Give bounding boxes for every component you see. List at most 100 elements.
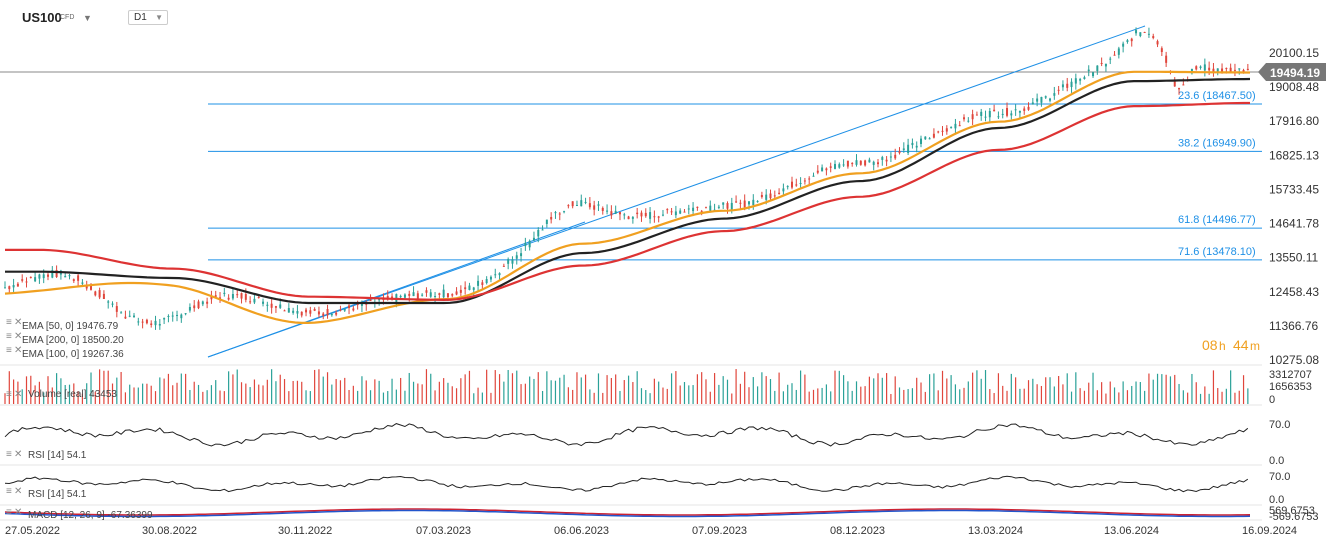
candle-body	[1053, 93, 1056, 96]
candle-body	[571, 201, 574, 207]
volume-bar	[163, 378, 165, 404]
candle-body	[85, 285, 88, 289]
candle-body	[210, 295, 213, 300]
x-tick-label: 08.12.2023	[830, 525, 885, 537]
volume-bar	[292, 380, 294, 404]
candle-body	[945, 128, 948, 132]
volume-bar	[1070, 391, 1073, 404]
candle-body	[988, 110, 991, 118]
candle-body	[1122, 43, 1125, 47]
volume-bar	[782, 391, 784, 404]
ema50-label: EMA [50, 0] 19476.79	[22, 321, 119, 332]
candle-body	[141, 321, 144, 323]
candle-body	[158, 323, 161, 326]
volume-bar	[812, 389, 815, 404]
candle-body	[717, 206, 720, 208]
candle-body	[1156, 41, 1159, 45]
candles-layer	[4, 27, 1249, 330]
volume-bar	[615, 374, 617, 404]
chevron-down-icon: ▼	[155, 13, 163, 22]
y-tick-label: 19008.48	[1269, 80, 1319, 94]
candle-body	[12, 285, 15, 288]
x-tick-label: 06.06.2023	[554, 525, 609, 537]
candle-body	[687, 208, 690, 210]
macd-line	[4, 508, 1251, 516]
candle-body	[425, 290, 428, 293]
volume-bar	[339, 380, 342, 404]
rsi-axis-70: 70.0	[1269, 419, 1290, 431]
candle-body	[399, 295, 402, 298]
candle-body	[631, 217, 634, 219]
volume-bar	[258, 384, 260, 404]
volume-bar	[830, 391, 832, 404]
candle-body	[1057, 89, 1060, 91]
volume-bar	[434, 390, 436, 404]
volume-bar	[980, 378, 982, 404]
candle-body	[102, 293, 105, 300]
volume-bar	[903, 389, 905, 404]
volume-bar	[799, 370, 802, 404]
rsi2-label: RSI [14] 54.1	[28, 489, 87, 500]
candle-body	[756, 201, 759, 203]
candle-body	[262, 301, 265, 304]
volume-bar	[387, 391, 389, 404]
volume-bar	[395, 389, 397, 404]
volume-bar	[533, 378, 535, 404]
symbol-type: CFD	[60, 14, 75, 21]
volume-bar	[223, 391, 225, 404]
volume-bar	[881, 377, 883, 404]
candle-body	[494, 274, 497, 276]
candle-body	[498, 273, 501, 276]
volume-bar	[443, 378, 445, 404]
volume-bar	[357, 390, 359, 404]
candle-body	[524, 242, 527, 247]
volume-bar	[206, 390, 208, 404]
symbol-name[interactable]: US100	[22, 10, 62, 25]
timeframe-select[interactable]: D1 ▼	[128, 10, 168, 25]
candle-body	[722, 202, 725, 205]
volume-bar	[1212, 370, 1215, 404]
candle-body	[1195, 66, 1198, 70]
volume-bar	[855, 381, 858, 404]
candle-body	[636, 212, 639, 215]
volume-bar	[989, 389, 991, 404]
volume-axis-label: 1656353	[1269, 381, 1312, 393]
volume-bar	[30, 375, 32, 404]
volume-bar	[890, 393, 892, 404]
candle-body	[163, 318, 166, 320]
volume-bar	[1015, 377, 1017, 404]
volume-bar	[1174, 374, 1176, 404]
candle-body	[760, 194, 763, 198]
candle-body	[993, 109, 996, 112]
candle-body	[649, 212, 652, 219]
volume-bar	[765, 376, 767, 404]
volume-axis-label: 0	[1269, 394, 1275, 406]
volume-bar	[159, 377, 161, 404]
y-tick-label: 15733.45	[1269, 182, 1319, 196]
candle-body	[244, 294, 247, 300]
volume-bar	[683, 382, 686, 404]
x-tick-label: 30.11.2022	[278, 525, 332, 537]
candle-body	[735, 201, 738, 203]
x-tick-label: 27.05.2022	[5, 525, 60, 537]
candle-body	[765, 194, 768, 200]
volume-bar	[946, 378, 948, 404]
candle-body	[696, 206, 699, 208]
symbol-dropdown-icon[interactable]: ▼	[83, 13, 92, 23]
pane-layer	[0, 71, 1262, 521]
volume-bar	[382, 392, 385, 404]
volume-bar	[301, 381, 303, 404]
candle-body	[597, 204, 600, 206]
candle-body	[352, 308, 355, 311]
volume-bar	[331, 384, 333, 404]
volume-bar	[761, 372, 763, 404]
close-icon: ✕	[14, 449, 22, 460]
candle-body	[627, 216, 630, 220]
volume-bar	[959, 389, 961, 404]
candle-body	[176, 314, 179, 316]
ema100-line	[5, 77, 1251, 305]
candle-body	[584, 201, 587, 203]
volume-bar	[1169, 376, 1172, 404]
volume-bar	[1075, 372, 1077, 404]
